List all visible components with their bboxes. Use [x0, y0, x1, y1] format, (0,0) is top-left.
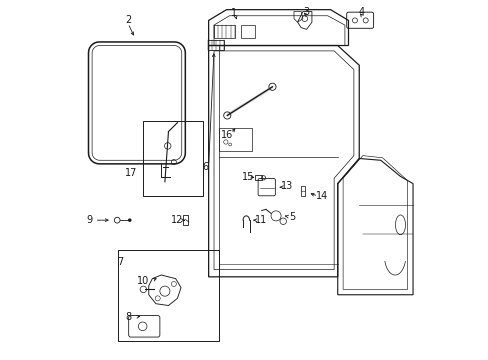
Text: 10: 10	[137, 276, 149, 286]
Bar	[301, 186, 305, 196]
Bar	[143, 121, 202, 196]
Text: 2: 2	[124, 15, 131, 26]
Text: 7: 7	[118, 257, 123, 267]
Text: 13: 13	[280, 181, 292, 192]
Bar	[254, 175, 262, 180]
Bar	[183, 215, 187, 225]
Text: 11: 11	[254, 215, 266, 225]
Text: 3: 3	[303, 7, 308, 17]
Text: 8: 8	[125, 312, 131, 322]
Text: 16: 16	[221, 130, 233, 140]
Text: 6: 6	[202, 162, 208, 172]
Bar	[219, 128, 251, 151]
Text: 17: 17	[124, 168, 137, 178]
Text: 4: 4	[358, 7, 364, 17]
Text: 9: 9	[86, 215, 92, 225]
Text: 5: 5	[288, 212, 295, 221]
Bar	[214, 25, 234, 39]
Bar	[241, 25, 255, 39]
Circle shape	[128, 219, 131, 222]
Text: 14: 14	[315, 191, 327, 201]
Text: 12: 12	[170, 215, 183, 225]
Bar	[207, 40, 224, 50]
Text: 15: 15	[242, 172, 254, 182]
Bar	[118, 250, 218, 341]
Text: 1: 1	[230, 8, 236, 18]
